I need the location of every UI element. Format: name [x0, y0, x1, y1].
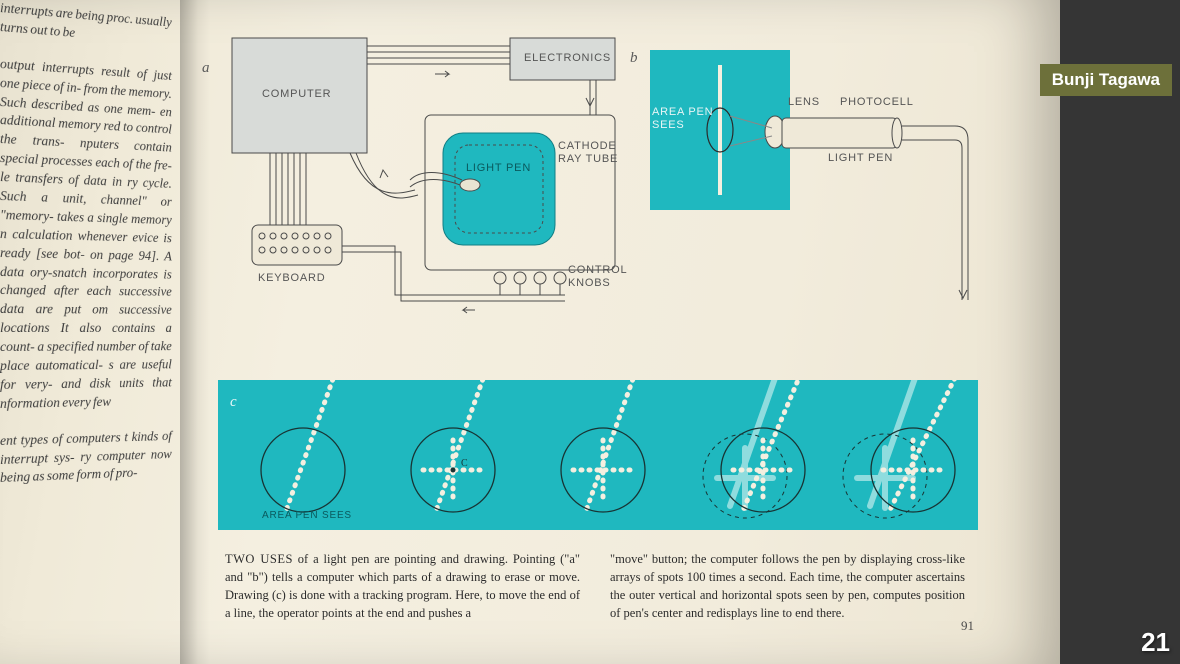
label-electronics: ELECTRONICS — [524, 52, 611, 64]
diagram-ab: a b COMPUTER ELECTRONICS KEYBOARD LIGHT … — [210, 20, 980, 320]
label-photocell: PHOTOCELL — [840, 96, 914, 108]
caption-col-2: "move" button; the computer follows the … — [610, 550, 965, 623]
panel-a-letter: a — [202, 60, 210, 77]
strip-c-svg: C — [218, 380, 978, 530]
panel-b-letter: b — [630, 50, 638, 67]
label-crt: CATHODE RAY TUBE — [558, 140, 618, 166]
slide-number: 21 — [1141, 627, 1170, 658]
label-lightpen-b: LIGHT PEN — [828, 152, 893, 164]
label-area-pen-sees-c: AREA PEN SEES — [262, 510, 352, 521]
label-area-pen: AREA PEN SEES — [652, 106, 713, 132]
label-lightpen: LIGHT PEN — [466, 162, 531, 174]
label-lens: LENS — [788, 96, 820, 108]
page-number: 91 — [961, 618, 974, 634]
panel-c-letter: c — [230, 394, 237, 411]
book-page: interrupts are being proc. usually turns… — [0, 0, 1060, 664]
caption: TWO USES of a light pen are pointing and… — [225, 550, 965, 623]
label-keyboard: KEYBOARD — [258, 272, 326, 284]
caption-lead: TWO USES — [225, 552, 293, 566]
label-computer: COMPUTER — [262, 88, 331, 100]
credit-badge: Bunji Tagawa — [1040, 64, 1172, 96]
label-knobs: CONTROL KNOBS — [568, 264, 627, 290]
caption-col-1: TWO USES of a light pen are pointing and… — [225, 550, 580, 623]
left-p2: output interrupts result of just one pie… — [0, 56, 172, 415]
svg-text:C: C — [461, 458, 468, 469]
slide-background-right — [1060, 0, 1180, 664]
strip-c: C c AREA PEN SEES — [218, 380, 978, 530]
left-p3: ent types of computers t kinds of interr… — [0, 428, 172, 489]
book-gutter-shadow — [180, 0, 210, 664]
left-p1: interrupts are being proc. usually turns… — [0, 0, 172, 51]
left-column-text: interrupts are being proc. usually turns… — [0, 0, 177, 664]
